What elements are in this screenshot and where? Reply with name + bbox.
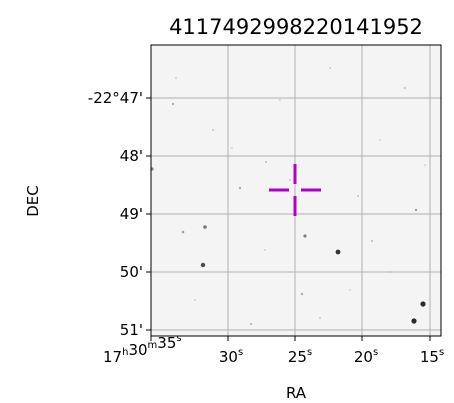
y-tick-label: 51': [120, 321, 143, 339]
x-tick-label: 30s: [219, 347, 243, 366]
star: [289, 179, 291, 181]
star: [194, 299, 196, 301]
star: [411, 318, 417, 324]
x-axis-ticks: 17h30m35s 30s 25s 20s 15s: [103, 333, 444, 366]
chart-title: 411749299822014195​2: [169, 15, 423, 39]
x-tick-label: 17h30m35s: [103, 333, 182, 366]
star: [265, 161, 267, 163]
star: [264, 249, 266, 251]
y-tick-label: 49': [120, 205, 143, 223]
star: [250, 323, 252, 325]
y-axis-label: DEC: [24, 185, 42, 217]
star: [404, 87, 406, 89]
star: [329, 67, 331, 69]
star: [335, 249, 341, 255]
x-tick-label: 20s: [354, 347, 378, 366]
star: [238, 186, 242, 190]
star: [420, 301, 426, 307]
star: [414, 208, 418, 212]
star: [357, 195, 359, 197]
star: [379, 139, 381, 141]
star: [349, 289, 351, 291]
y-tick-label: -22°47': [88, 89, 143, 107]
star: [203, 225, 207, 229]
star: [171, 102, 175, 106]
coordinate-grid: [151, 45, 441, 336]
y-axis-ticks: -22°47' 48' 49' 50' 51': [88, 89, 151, 339]
plot-frame: [150, 44, 442, 337]
star: [424, 164, 426, 166]
star: [175, 77, 177, 79]
x-axis-label: RA: [286, 384, 307, 402]
image-panel: [151, 45, 441, 336]
star: [300, 292, 304, 296]
y-tick-label: 48': [120, 147, 143, 165]
star: [231, 147, 233, 149]
star: [303, 234, 307, 238]
star: [181, 230, 185, 234]
star: [371, 240, 373, 242]
star: [200, 262, 206, 268]
star: [279, 99, 281, 101]
x-tick-label: 15s: [420, 347, 444, 366]
star: [212, 129, 214, 131]
star: [319, 317, 321, 319]
x-tick-label: 25s: [288, 347, 312, 366]
y-tick-label: 50': [120, 263, 143, 281]
target-crosshair: [269, 164, 321, 216]
